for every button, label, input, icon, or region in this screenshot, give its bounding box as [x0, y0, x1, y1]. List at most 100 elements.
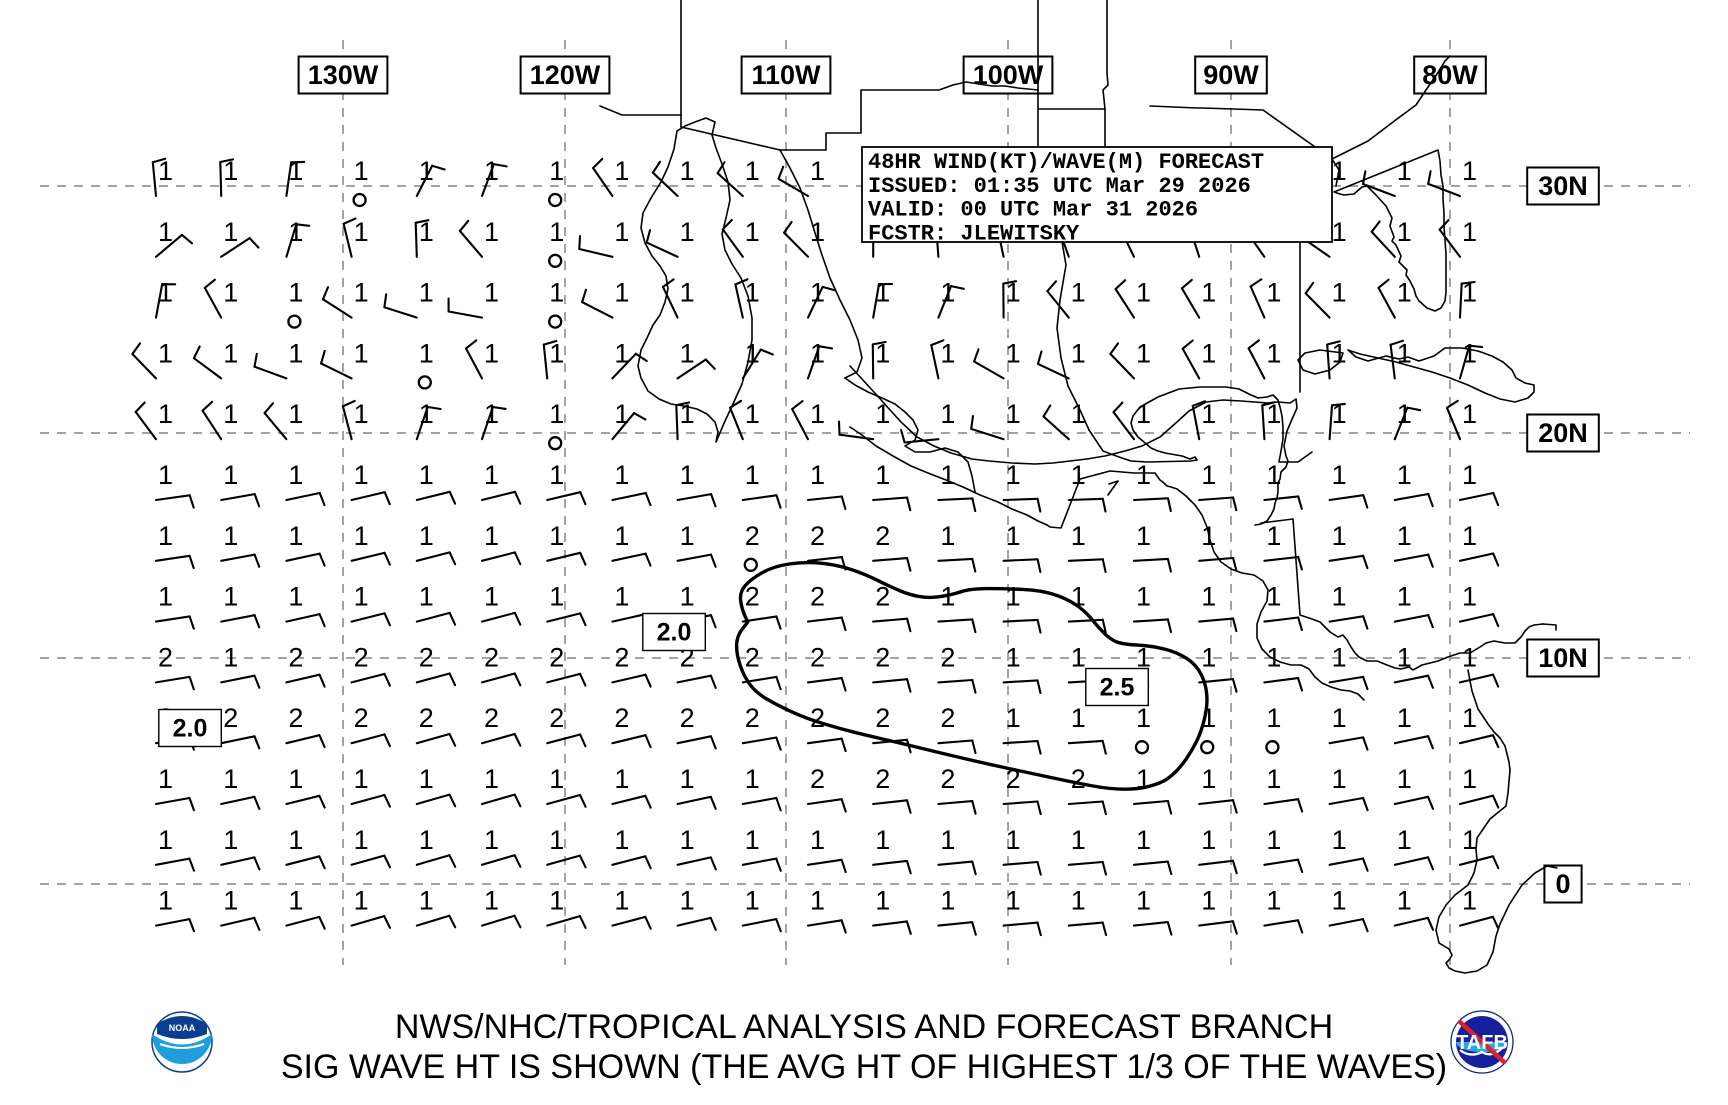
- svg-text:1: 1: [745, 217, 760, 247]
- svg-text:1: 1: [549, 460, 564, 490]
- svg-text:1: 1: [1136, 338, 1151, 368]
- svg-text:2: 2: [745, 521, 760, 551]
- svg-text:1: 1: [940, 886, 955, 916]
- svg-text:VALID: 00 UTC Mar 31 2026: VALID: 00 UTC Mar 31 2026: [868, 198, 1198, 223]
- svg-text:1: 1: [1071, 703, 1086, 733]
- svg-text:1: 1: [419, 886, 434, 916]
- svg-text:1: 1: [484, 217, 499, 247]
- svg-text:1: 1: [1266, 278, 1281, 308]
- svg-text:1: 1: [1136, 460, 1151, 490]
- svg-text:1: 1: [1332, 764, 1347, 794]
- svg-text:2: 2: [549, 703, 564, 733]
- svg-text:2: 2: [288, 642, 303, 672]
- svg-text:1: 1: [1332, 521, 1347, 551]
- svg-text:1: 1: [419, 521, 434, 551]
- svg-text:1: 1: [223, 278, 238, 308]
- svg-text:1: 1: [875, 460, 890, 490]
- svg-text:1: 1: [1266, 338, 1281, 368]
- svg-text:30N: 30N: [1538, 171, 1588, 201]
- svg-text:1: 1: [223, 460, 238, 490]
- svg-text:1: 1: [354, 156, 369, 186]
- svg-text:1: 1: [549, 521, 564, 551]
- svg-text:1: 1: [288, 460, 303, 490]
- svg-text:1: 1: [680, 825, 695, 855]
- svg-text:2: 2: [484, 703, 499, 733]
- svg-text:1: 1: [680, 460, 695, 490]
- svg-text:2: 2: [484, 642, 499, 672]
- svg-text:1: 1: [1332, 642, 1347, 672]
- svg-text:1: 1: [1136, 886, 1151, 916]
- svg-text:48HR WIND(KT)/WAVE(M) FORECAST: 48HR WIND(KT)/WAVE(M) FORECAST: [868, 150, 1264, 175]
- svg-text:1: 1: [1266, 825, 1281, 855]
- svg-text:1: 1: [1071, 521, 1086, 551]
- svg-text:2: 2: [680, 703, 695, 733]
- svg-text:2: 2: [810, 642, 825, 672]
- svg-text:2: 2: [614, 703, 629, 733]
- svg-text:1: 1: [288, 399, 303, 429]
- svg-text:2: 2: [940, 642, 955, 672]
- svg-text:FCSTR: JLEWITSKY: FCSTR: JLEWITSKY: [868, 221, 1080, 246]
- svg-text:1: 1: [810, 886, 825, 916]
- svg-text:1: 1: [1462, 825, 1477, 855]
- svg-text:1: 1: [1136, 521, 1151, 551]
- svg-text:2: 2: [614, 642, 629, 672]
- svg-text:1: 1: [484, 460, 499, 490]
- svg-text:1: 1: [549, 825, 564, 855]
- svg-text:120W: 120W: [530, 60, 601, 90]
- svg-text:1: 1: [745, 764, 760, 794]
- svg-text:10N: 10N: [1538, 643, 1588, 673]
- svg-text:1: 1: [158, 460, 173, 490]
- svg-text:1: 1: [354, 521, 369, 551]
- svg-text:1: 1: [1201, 278, 1216, 308]
- svg-text:1: 1: [1462, 703, 1477, 733]
- svg-text:1: 1: [549, 156, 564, 186]
- svg-text:1: 1: [1332, 582, 1347, 612]
- svg-text:1: 1: [614, 217, 629, 247]
- svg-text:1: 1: [614, 156, 629, 186]
- svg-text:1: 1: [810, 278, 825, 308]
- svg-text:1: 1: [1136, 582, 1151, 612]
- svg-text:1: 1: [158, 521, 173, 551]
- svg-text:1: 1: [680, 156, 695, 186]
- svg-text:2: 2: [810, 582, 825, 612]
- svg-text:90W: 90W: [1203, 60, 1259, 90]
- svg-text:1: 1: [1266, 521, 1281, 551]
- svg-text:1: 1: [1397, 764, 1412, 794]
- svg-text:1: 1: [1136, 825, 1151, 855]
- svg-text:1: 1: [810, 156, 825, 186]
- svg-text:1: 1: [484, 764, 499, 794]
- svg-text:1: 1: [158, 399, 173, 429]
- svg-text:1: 1: [1397, 703, 1412, 733]
- svg-text:1: 1: [614, 886, 629, 916]
- svg-text:1: 1: [680, 217, 695, 247]
- svg-text:2: 2: [875, 642, 890, 672]
- svg-text:1: 1: [484, 825, 499, 855]
- svg-text:1: 1: [484, 338, 499, 368]
- svg-text:1: 1: [745, 460, 760, 490]
- svg-text:1: 1: [680, 521, 695, 551]
- svg-text:1: 1: [1397, 156, 1412, 186]
- svg-text:NOAA: NOAA: [169, 1023, 196, 1033]
- svg-text:1: 1: [549, 886, 564, 916]
- svg-text:1: 1: [288, 886, 303, 916]
- svg-text:1: 1: [1397, 886, 1412, 916]
- svg-text:2: 2: [875, 703, 890, 733]
- svg-text:130W: 130W: [308, 60, 379, 90]
- svg-text:1: 1: [1201, 338, 1216, 368]
- svg-text:1: 1: [1397, 460, 1412, 490]
- svg-text:2: 2: [354, 703, 369, 733]
- svg-text:1: 1: [354, 217, 369, 247]
- svg-text:1: 1: [354, 582, 369, 612]
- svg-text:2: 2: [875, 764, 890, 794]
- svg-text:1: 1: [419, 825, 434, 855]
- svg-text:1: 1: [745, 825, 760, 855]
- svg-text:1: 1: [549, 217, 564, 247]
- svg-text:1: 1: [1006, 399, 1021, 429]
- svg-text:1: 1: [354, 278, 369, 308]
- svg-text:1: 1: [419, 460, 434, 490]
- svg-text:2: 2: [745, 703, 760, 733]
- svg-text:1: 1: [223, 582, 238, 612]
- svg-text:2: 2: [745, 642, 760, 672]
- svg-text:1: 1: [614, 764, 629, 794]
- svg-text:1: 1: [680, 886, 695, 916]
